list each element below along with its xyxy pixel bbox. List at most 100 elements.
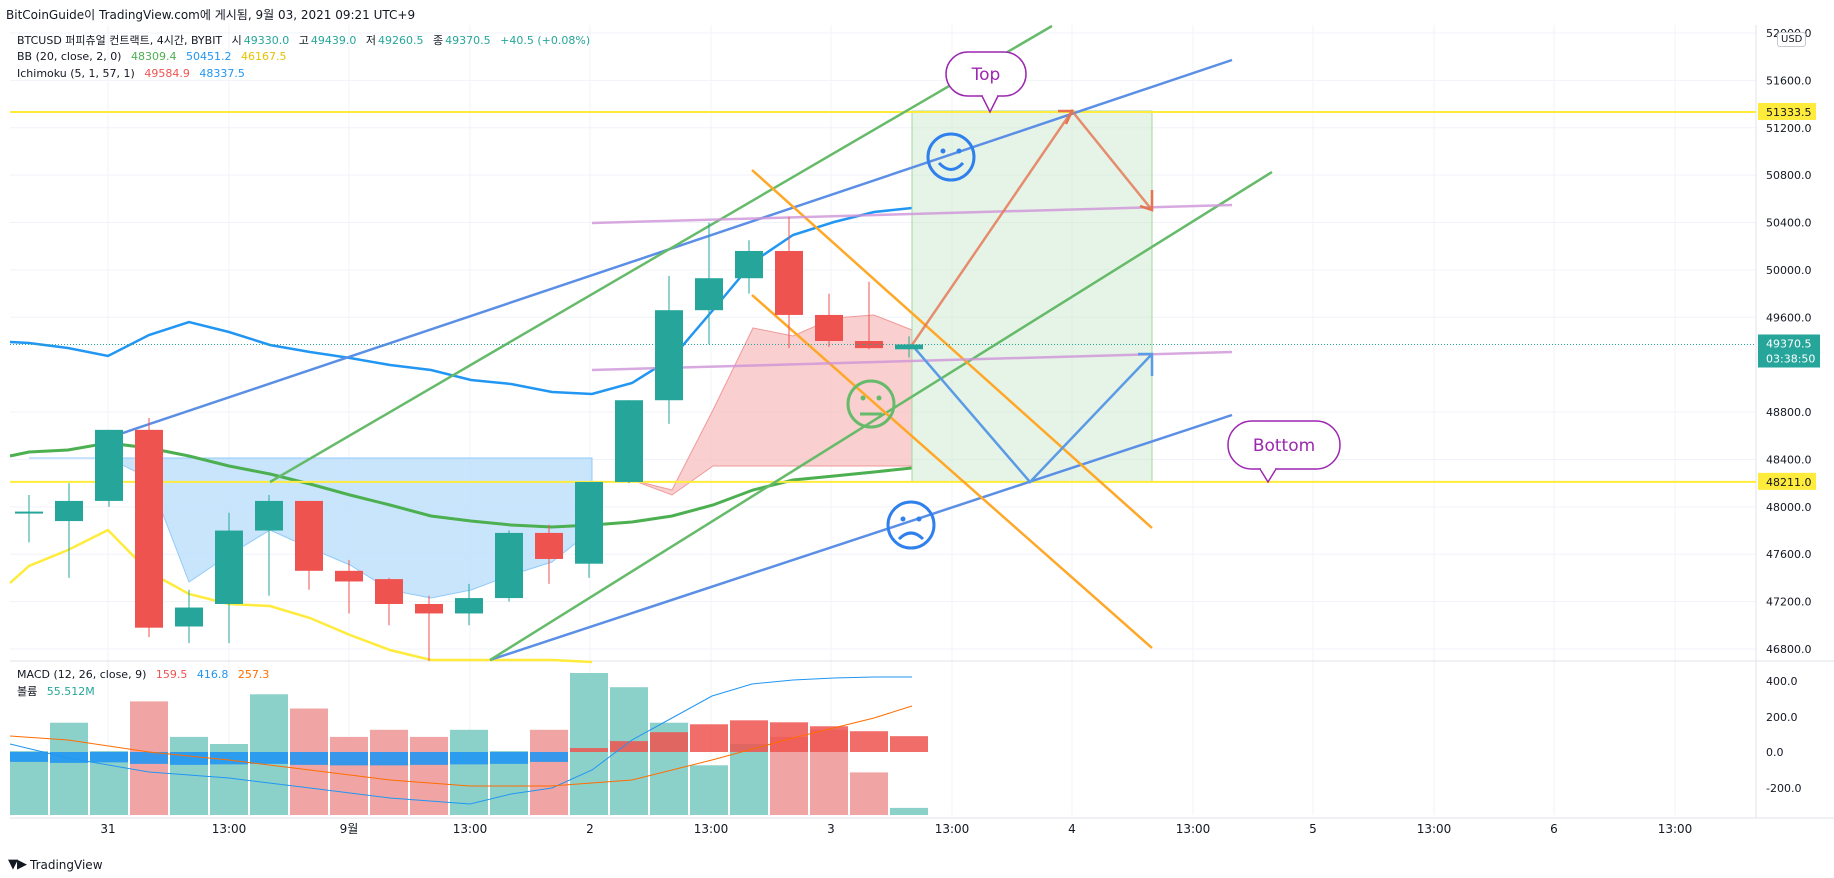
volume-bar xyxy=(690,765,728,815)
close-label: 종 xyxy=(433,34,444,47)
tradingview-logo-icon: ▼▶ xyxy=(8,857,27,872)
price-tick: 48400.0 xyxy=(1766,453,1812,466)
volume-label: 볼륨 xyxy=(17,685,38,698)
macd-hist-bar xyxy=(130,752,168,764)
axes: 52000.051600.051200.050800.050400.050000… xyxy=(100,27,1820,836)
bb-basis: 48309.4 xyxy=(130,50,177,63)
low-label: 저 xyxy=(365,34,377,47)
signal-line xyxy=(9,705,913,787)
ichimoku-label: Ichimoku (5, 1, 57, 1) xyxy=(17,67,135,80)
candle-body xyxy=(495,532,523,599)
candle-body xyxy=(775,250,803,315)
arrow-head xyxy=(1139,190,1154,212)
candle xyxy=(55,483,83,578)
candle xyxy=(215,512,243,644)
macd-line-value: 416.8 xyxy=(196,668,229,681)
bb-lower: 46167.5 xyxy=(240,50,287,63)
macd-legend[interactable]: MACD (12, 26, close, 9) 159.5 416.8 257.… xyxy=(17,667,275,683)
volume-bar xyxy=(530,729,568,815)
candle-body xyxy=(215,530,243,604)
candle xyxy=(175,589,203,644)
candle xyxy=(775,216,803,349)
time-tick: 13:00 xyxy=(935,822,970,836)
time-tick: 2 xyxy=(586,822,594,836)
candle-body xyxy=(255,500,283,531)
macd-hist-bar xyxy=(410,752,448,765)
volume-legend[interactable]: 볼륨 55.512M xyxy=(17,684,101,700)
bottom-callout-text: Bottom xyxy=(1253,436,1315,456)
macd-hist-bar xyxy=(490,752,528,764)
happy-face-icon xyxy=(926,132,976,182)
last-price-tag-bg xyxy=(1758,334,1820,368)
orange-lower-line xyxy=(751,294,1153,649)
candle-body xyxy=(95,429,123,501)
candle-body xyxy=(135,429,163,628)
macd-pane xyxy=(9,673,928,815)
arrow-head xyxy=(1138,352,1154,376)
candle xyxy=(455,583,483,626)
last-price-tag: 49370.5 xyxy=(1766,337,1812,350)
candle xyxy=(695,222,723,345)
candle-body xyxy=(695,278,723,311)
candle-body xyxy=(455,598,483,614)
publish-line: BitCoinGuide이 TradingView.com에 게시됨, 9월 0… xyxy=(6,8,416,22)
bottom-level-tag: 48211.0 xyxy=(1766,476,1812,489)
top-level-tag-bg xyxy=(1758,102,1816,120)
volume-bar xyxy=(410,736,448,815)
volume-bar xyxy=(570,673,608,815)
bottom-callout: Bottom xyxy=(1227,420,1341,484)
macd-label: MACD (12, 26, close, 9) xyxy=(17,668,147,681)
price-tick: 47200.0 xyxy=(1766,596,1812,609)
ichimoku-a: 49584.9 xyxy=(144,67,190,80)
macd-tick: 0.0 xyxy=(1766,746,1784,759)
macd-line xyxy=(9,676,912,805)
low-value: 49260.5 xyxy=(378,34,424,47)
currency-label[interactable]: USD xyxy=(1777,32,1807,47)
candle-body xyxy=(735,250,763,279)
candle-body xyxy=(895,344,923,350)
price-tick: 48800.0 xyxy=(1766,406,1812,419)
top-callout-text: Top xyxy=(971,65,1001,85)
volume-bar xyxy=(450,729,488,815)
range-high-line xyxy=(591,203,1233,225)
macd-hist-bar xyxy=(330,752,368,766)
orange-upper-line xyxy=(751,169,1153,529)
time-tick: 13:00 xyxy=(1417,822,1452,836)
macd-hist-bar xyxy=(250,752,288,764)
time-tick: 31 xyxy=(100,822,115,836)
candle-body xyxy=(575,481,603,564)
macd-hist-bar xyxy=(730,720,768,752)
close-value: 49370.5 xyxy=(445,34,491,47)
ichimoku-legend[interactable]: Ichimoku (5, 1, 57, 1) 49584.9 48337.5 xyxy=(17,66,251,82)
candle-body xyxy=(175,607,203,627)
candle xyxy=(15,495,43,543)
macd-hist-bar xyxy=(10,752,48,762)
macd-tick: 400.0 xyxy=(1766,675,1798,688)
countdown-tag: 03:38:50 xyxy=(1766,352,1815,365)
macd-hist-bar xyxy=(610,741,648,752)
candle-body xyxy=(615,400,643,482)
sad-face-icon xyxy=(886,500,936,550)
volume-bar xyxy=(50,722,88,815)
macd-hist-bar xyxy=(370,752,408,766)
macd-hist-bar xyxy=(450,752,488,765)
time-tick: 13:00 xyxy=(694,822,729,836)
time-tick: 13:00 xyxy=(212,822,247,836)
price-tick: 48000.0 xyxy=(1766,501,1812,514)
open-label: 시 xyxy=(231,34,242,47)
time-tick: 9월 xyxy=(340,822,359,836)
candle-body xyxy=(655,310,683,401)
tradingview-logo[interactable]: ▼▶ TradingView xyxy=(8,857,103,872)
candle xyxy=(295,500,323,590)
time-tick: 3 xyxy=(827,822,835,836)
bb-legend[interactable]: BB (20, close, 2, 0) 48309.4 50451.2 461… xyxy=(17,49,292,65)
time-tick: 13:00 xyxy=(1176,822,1211,836)
drawing-layer: Top Bottom xyxy=(10,24,1756,662)
price-tick: 50400.0 xyxy=(1766,217,1812,230)
symbol-name: BTCUSD 퍼피츄얼 컨트랙트, 4시간, BYBIT xyxy=(17,34,223,47)
tradingview-brand: TradingView xyxy=(30,857,103,872)
candle-body xyxy=(535,532,563,559)
macd-tick: 200.0 xyxy=(1766,711,1798,724)
